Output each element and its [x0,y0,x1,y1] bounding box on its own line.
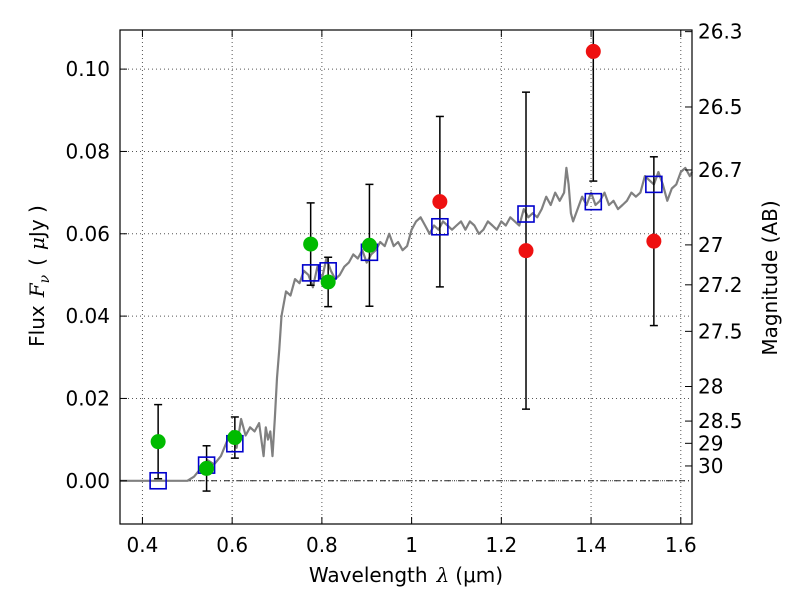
y-tick-label: 0.02 [65,386,110,410]
x-axis-label-text: Wavelength [309,563,428,587]
y-axis-label-unit-open: ( [25,258,49,266]
y-axis-label: Flux Fν ( μJy ) [25,205,53,347]
mag-tick-label: 26.7 [698,158,743,182]
y-tick-label: 0.00 [65,469,110,493]
mag-tick-label: 26.3 [698,20,743,44]
y-tick-label: 0.06 [65,222,110,246]
y-axis-label-symbol: F [25,282,49,298]
red-flux-point [432,194,448,210]
red-flux-point [518,243,534,259]
error-bars [154,30,658,492]
x-tick-label: 1 [405,533,418,557]
x-tick-label: 1.4 [575,533,607,557]
model-photometry-square [431,217,449,236]
x-tick-label: 0.6 [216,533,248,557]
green-flux-point [227,430,243,446]
green-flux-point [320,274,336,290]
mag-tick-label: 28 [698,375,723,399]
model-photometry-square [645,175,663,194]
model-photometry-squares [149,175,663,490]
model-photometry-square [301,264,320,282]
y-tick-label: 0.10 [65,57,110,81]
y-axis-label-unit-rest: Jy ) [25,205,49,239]
axes-frame [119,29,693,525]
mag-tick-label: 27 [698,233,723,257]
y-axis-label-symbol-sub: ν [37,274,53,283]
model-photometry-square [149,471,167,490]
mag-tick-label: 29 [698,431,723,455]
x-tick-label: 1.2 [485,533,517,557]
green-flux-point [150,434,166,450]
x-tick-label: 0.4 [127,533,159,557]
plot-frame [119,29,693,525]
mag-tick-label: 27.5 [698,319,743,343]
y-axis-label-unit-mu: μ [25,237,49,250]
y2-axis-label: Magnitude (AB) [758,200,782,355]
green-flux-point [361,237,377,253]
model-photometry-square [584,192,603,211]
green-flux-point [199,460,215,476]
mag-tick-label: 28.5 [698,409,743,433]
x-tick-label: 0.8 [306,533,338,557]
x-axis-label: Wavelength λ (μm) [309,563,503,587]
x-tick-label: 1.6 [665,533,697,557]
grid-lines [120,30,692,524]
mag-tick-label: 26.5 [698,95,743,119]
y-tick-label: 0.04 [65,304,110,328]
model-photometry-square [517,205,535,223]
y-axis-label-text: Flux [25,305,49,347]
mag-tick-label: 27.2 [698,273,743,297]
x-axis-label-symbol: λ [436,563,450,587]
y-tick-label: 0.08 [65,139,110,163]
mag-tick-label: 30 [698,454,723,478]
red-flux-point [585,43,601,59]
sed-model-spectrum [120,166,693,482]
observed-flux-points [150,43,662,476]
sed-model-line [120,166,693,482]
x-axis-label-unit: (μm) [455,563,503,587]
green-flux-point [303,236,319,252]
red-flux-point [646,233,662,249]
axis-ticks: 0.4 0.6 0.8 1 1.2 1.4 1.6 0.00 0.02 0.04 0.06 0.08 0… [65,20,742,557]
